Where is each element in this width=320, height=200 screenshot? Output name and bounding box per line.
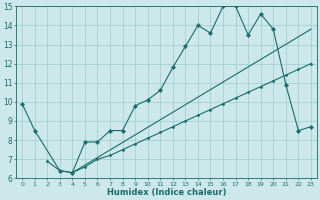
X-axis label: Humidex (Indice chaleur): Humidex (Indice chaleur) bbox=[107, 188, 226, 197]
